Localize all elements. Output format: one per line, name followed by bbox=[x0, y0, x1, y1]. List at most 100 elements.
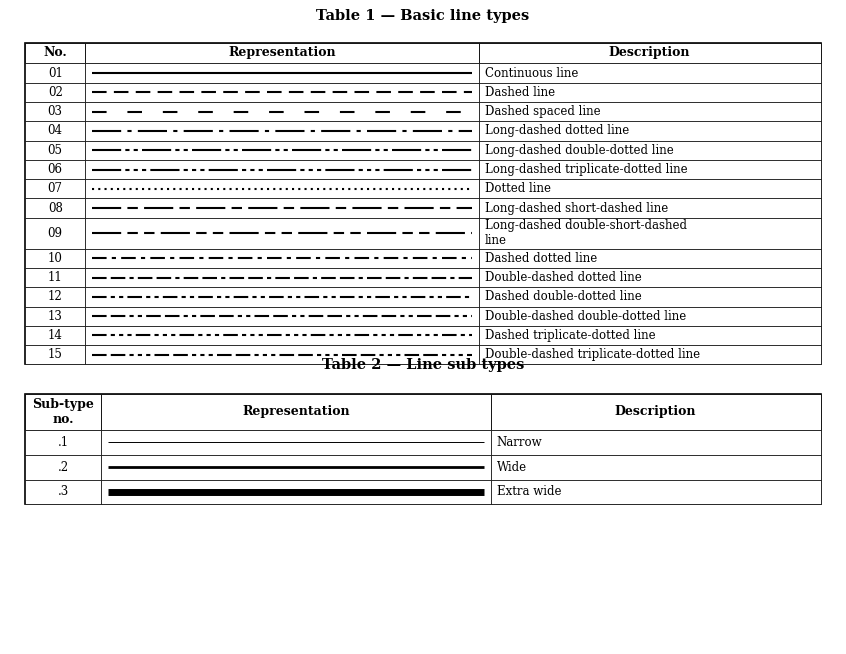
Bar bbox=[479, 63, 821, 82]
Text: .1: .1 bbox=[58, 436, 69, 449]
Bar bbox=[25, 198, 85, 218]
Bar bbox=[85, 121, 479, 141]
Text: Dashed triplicate-dotted line: Dashed triplicate-dotted line bbox=[485, 329, 655, 342]
Bar bbox=[85, 218, 479, 249]
Text: Representation: Representation bbox=[228, 46, 336, 60]
Text: Continuous line: Continuous line bbox=[485, 67, 578, 80]
Bar bbox=[101, 455, 491, 479]
Text: Dashed double-dotted line: Dashed double-dotted line bbox=[485, 290, 641, 303]
Bar bbox=[25, 43, 821, 364]
Text: Double-dashed double-dotted line: Double-dashed double-dotted line bbox=[485, 310, 686, 322]
Bar bbox=[85, 82, 479, 102]
Bar bbox=[25, 121, 85, 141]
Bar bbox=[479, 160, 821, 179]
Text: Long-dashed double-short-dashed
line: Long-dashed double-short-dashed line bbox=[485, 219, 687, 247]
Bar bbox=[101, 430, 491, 455]
Bar bbox=[25, 179, 85, 198]
Bar bbox=[25, 394, 101, 430]
Text: 15: 15 bbox=[47, 349, 63, 361]
Text: .3: .3 bbox=[58, 485, 69, 498]
Bar bbox=[25, 141, 85, 160]
Bar bbox=[85, 307, 479, 326]
Text: 04: 04 bbox=[47, 124, 63, 137]
Text: Long-dashed triplicate-dotted line: Long-dashed triplicate-dotted line bbox=[485, 163, 687, 176]
Bar bbox=[25, 345, 85, 364]
Bar bbox=[85, 268, 479, 287]
Text: Description: Description bbox=[609, 46, 690, 60]
Bar bbox=[25, 268, 85, 287]
Bar bbox=[85, 326, 479, 345]
Bar bbox=[479, 82, 821, 102]
Bar bbox=[479, 287, 821, 307]
Bar bbox=[85, 198, 479, 218]
Text: Description: Description bbox=[615, 405, 696, 419]
Bar bbox=[479, 268, 821, 287]
Bar bbox=[25, 479, 101, 504]
Bar bbox=[491, 455, 821, 479]
Bar bbox=[25, 63, 85, 82]
Bar bbox=[101, 394, 491, 430]
Text: 02: 02 bbox=[47, 86, 63, 99]
Bar bbox=[25, 218, 85, 249]
Bar bbox=[479, 179, 821, 198]
Bar bbox=[479, 43, 821, 63]
Text: Extra wide: Extra wide bbox=[497, 485, 561, 498]
Text: 08: 08 bbox=[47, 201, 63, 215]
Bar bbox=[25, 102, 85, 121]
Text: Sub-type
no.: Sub-type no. bbox=[32, 398, 94, 426]
Text: 10: 10 bbox=[47, 252, 63, 265]
Bar bbox=[25, 430, 101, 455]
Bar bbox=[25, 82, 85, 102]
Text: .2: .2 bbox=[58, 460, 69, 473]
Bar bbox=[479, 249, 821, 268]
Text: Table 1 — Basic line types: Table 1 — Basic line types bbox=[316, 9, 530, 23]
Bar bbox=[25, 160, 85, 179]
Text: Dashed spaced line: Dashed spaced line bbox=[485, 105, 600, 118]
Bar bbox=[25, 249, 85, 268]
Text: 13: 13 bbox=[47, 310, 63, 322]
Bar bbox=[25, 307, 85, 326]
Bar bbox=[479, 141, 821, 160]
Text: 05: 05 bbox=[47, 144, 63, 157]
Bar bbox=[479, 345, 821, 364]
Bar bbox=[85, 345, 479, 364]
Text: Long-dashed short-dashed line: Long-dashed short-dashed line bbox=[485, 201, 667, 215]
Text: 11: 11 bbox=[48, 271, 63, 284]
Bar bbox=[479, 326, 821, 345]
Text: 06: 06 bbox=[47, 163, 63, 176]
Bar bbox=[85, 287, 479, 307]
Bar bbox=[85, 43, 479, 63]
Bar bbox=[85, 179, 479, 198]
Bar bbox=[101, 479, 491, 504]
Bar bbox=[25, 326, 85, 345]
Bar bbox=[479, 121, 821, 141]
Text: Representation: Representation bbox=[242, 405, 349, 419]
Text: 14: 14 bbox=[47, 329, 63, 342]
Text: No.: No. bbox=[43, 46, 67, 60]
Text: Double-dashed dotted line: Double-dashed dotted line bbox=[485, 271, 641, 284]
Bar bbox=[25, 287, 85, 307]
Text: Wide: Wide bbox=[497, 460, 527, 473]
Bar bbox=[85, 141, 479, 160]
Bar bbox=[479, 102, 821, 121]
Text: 12: 12 bbox=[48, 290, 63, 303]
Bar bbox=[85, 160, 479, 179]
Text: Table 2 — Line sub types: Table 2 — Line sub types bbox=[321, 358, 525, 371]
Text: 01: 01 bbox=[47, 67, 63, 80]
Bar bbox=[85, 102, 479, 121]
Bar bbox=[479, 218, 821, 249]
Text: 09: 09 bbox=[47, 227, 63, 240]
Text: Dotted line: Dotted line bbox=[485, 182, 551, 196]
Text: Long-dashed dotted line: Long-dashed dotted line bbox=[485, 124, 629, 137]
Text: Dashed line: Dashed line bbox=[485, 86, 555, 99]
Text: Double-dashed triplicate-dotted line: Double-dashed triplicate-dotted line bbox=[485, 349, 700, 361]
Bar bbox=[491, 394, 821, 430]
Bar bbox=[85, 249, 479, 268]
Text: Long-dashed double-dotted line: Long-dashed double-dotted line bbox=[485, 144, 673, 157]
Bar bbox=[25, 455, 101, 479]
Bar bbox=[491, 479, 821, 504]
Bar bbox=[25, 394, 821, 504]
Bar bbox=[479, 198, 821, 218]
Text: Dashed dotted line: Dashed dotted line bbox=[485, 252, 596, 265]
Bar bbox=[491, 430, 821, 455]
